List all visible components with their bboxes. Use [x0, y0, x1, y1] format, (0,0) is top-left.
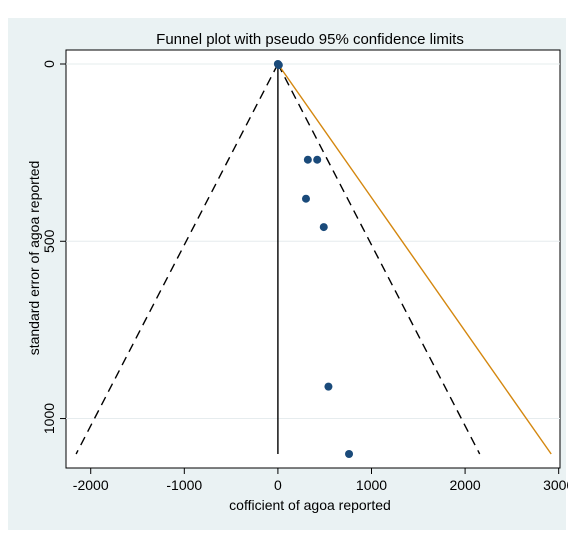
y-tick-label-2: 1000: [41, 403, 57, 434]
x-tick-label-0: -2000: [73, 477, 109, 493]
y-tick-label-1: 500: [41, 229, 57, 253]
x-tick-label-3: 1000: [356, 477, 387, 493]
funnel-line-0: [75, 63, 279, 455]
x-axis-label: cofficient of agoa reported: [229, 497, 391, 513]
y-tick-label-0: 0: [41, 60, 57, 68]
y-axis-label: standard error of agoa reported: [26, 161, 42, 356]
funnel-line-1: [277, 63, 481, 455]
plot-area: [65, 49, 561, 469]
data-point-7: [345, 450, 354, 458]
y-axis-ticks: 0 500 1000: [41, 60, 66, 434]
data-point-2: [303, 155, 312, 164]
data-point-1: [274, 61, 283, 70]
chart-title: Funnel plot with pseudo 95% confidence l…: [156, 31, 464, 48]
data-point-6: [324, 382, 333, 391]
funnel-lines: [75, 63, 552, 455]
funnel-line-3: [277, 63, 552, 455]
x-tick-label-2: 0: [274, 477, 282, 493]
data-point-5: [319, 223, 328, 232]
x-tick-label-4: 2000: [450, 477, 481, 493]
gridlines: [66, 63, 560, 420]
data-points: [273, 60, 354, 458]
data-point-3: [313, 155, 322, 164]
x-tick-label-1: -1000: [166, 477, 202, 493]
data-point-4: [301, 194, 310, 203]
